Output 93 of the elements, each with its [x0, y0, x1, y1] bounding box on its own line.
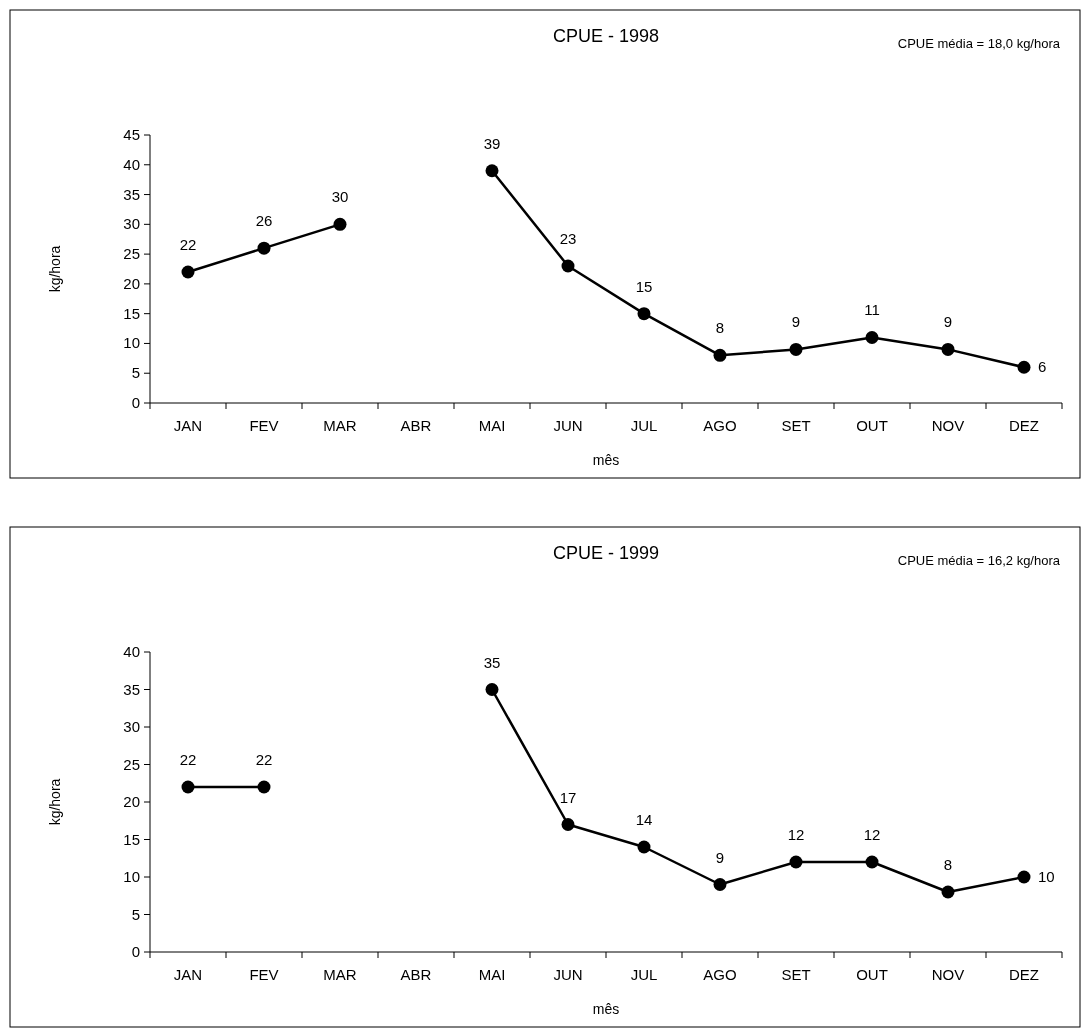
point	[333, 217, 347, 231]
x-tick-label: FEV	[249, 966, 279, 983]
x-tick-label: ABR	[400, 417, 432, 434]
x-tick-label: JUL	[630, 966, 658, 983]
point	[941, 342, 955, 356]
y-axis-title: kg/hora	[47, 245, 63, 293]
point	[181, 265, 195, 279]
chart-title: CPUE - 1998	[552, 26, 660, 46]
x-tick-label: NOV	[931, 966, 965, 983]
x-tick-label: SET	[781, 417, 811, 434]
point	[789, 855, 803, 869]
data-label: 22	[179, 235, 197, 253]
y-tick-label: 10	[123, 334, 140, 352]
y-tick-label: 15	[123, 830, 140, 848]
x-tick-label: JUN	[553, 417, 583, 434]
data-label: 9	[715, 848, 725, 866]
x-tick-label: MAI	[478, 966, 506, 983]
x-tick-label: OUT	[856, 417, 888, 434]
point	[485, 164, 499, 178]
text: CPUE média = 18,0 kg/hora	[897, 36, 1061, 51]
data-label: 30	[331, 188, 349, 206]
x-tick-label: AGO	[703, 966, 737, 983]
data-label: 39	[483, 134, 501, 152]
x-tick-label: DEZ	[1009, 966, 1039, 983]
point	[865, 330, 879, 344]
data-label: 12	[787, 826, 805, 843]
y-tick-label: 35	[123, 185, 140, 203]
x-tick-label: AGO	[703, 417, 737, 434]
data-label: 11	[864, 301, 880, 319]
point	[865, 855, 879, 869]
y-tick-label: 5	[131, 905, 140, 923]
data-label: 23	[559, 230, 577, 248]
data-label: 35	[483, 653, 501, 671]
x-tick-label: JAN	[173, 966, 203, 983]
data-label: 14	[635, 811, 653, 828]
y-tick-label: 0	[131, 394, 140, 411]
data-label: 12	[863, 826, 881, 843]
y-tick-label: 15	[123, 304, 140, 322]
y-tick-label: 30	[123, 718, 140, 735]
x-tick-label: JUN	[553, 966, 583, 983]
data-label: 26	[255, 212, 273, 230]
y-tick-label: 10	[123, 868, 140, 885]
y-tick-label: 35	[123, 680, 140, 698]
x-axis-title: mês	[592, 1001, 620, 1017]
y-tick-label: 5	[131, 364, 140, 382]
y-tick-label: 20	[123, 793, 140, 810]
data-label: 22	[255, 751, 273, 768]
x-tick-label: FEV	[249, 417, 279, 434]
x-tick-label: MAI	[478, 417, 506, 434]
data-label: 8	[943, 856, 953, 873]
x-tick-label: ABR	[400, 966, 432, 983]
y-axis-title: kg/hora	[47, 778, 63, 826]
data-label: 9	[791, 313, 801, 331]
point	[1017, 360, 1031, 374]
data-label: 8	[715, 319, 725, 337]
point	[257, 780, 271, 794]
data-label: 15	[635, 277, 653, 295]
x-tick-label: OUT	[856, 966, 888, 983]
data-label: 22	[179, 751, 197, 768]
x-tick-label: DEZ	[1009, 417, 1039, 434]
x-axis-title: mês	[592, 452, 620, 468]
y-tick-label: 40	[123, 155, 140, 173]
point	[637, 307, 651, 321]
y-tick-label: 25	[123, 245, 140, 263]
y-tick-label: 30	[123, 215, 140, 233]
x-tick-label: JUL	[630, 417, 658, 434]
point	[941, 885, 955, 899]
point	[789, 342, 803, 356]
y-tick-label: 40	[123, 643, 140, 660]
point	[561, 259, 575, 273]
point	[181, 780, 195, 794]
data-label: 6	[1038, 358, 1047, 376]
x-tick-label: MAR	[323, 966, 357, 983]
chart-title: CPUE - 1999	[552, 543, 660, 563]
point	[1017, 870, 1031, 884]
point	[713, 878, 727, 891]
data-label: 10	[1038, 868, 1055, 885]
y-tick-label: 20	[123, 274, 140, 292]
point	[257, 241, 271, 255]
y-tick-label: 25	[123, 755, 140, 773]
point	[713, 348, 727, 362]
data-label: 9	[943, 313, 953, 331]
point	[637, 840, 651, 854]
text: CPUE média = 16,2 kg/hora	[897, 553, 1061, 568]
y-tick-label: 45	[123, 126, 140, 143]
x-tick-label: MAR	[323, 417, 357, 434]
point	[485, 683, 499, 696]
x-tick-label: SET	[781, 966, 811, 983]
y-tick-label: 0	[131, 943, 140, 960]
x-tick-label: JAN	[173, 417, 203, 434]
data-label: 17	[559, 788, 577, 806]
point	[561, 818, 575, 831]
x-tick-label: NOV	[931, 417, 965, 434]
